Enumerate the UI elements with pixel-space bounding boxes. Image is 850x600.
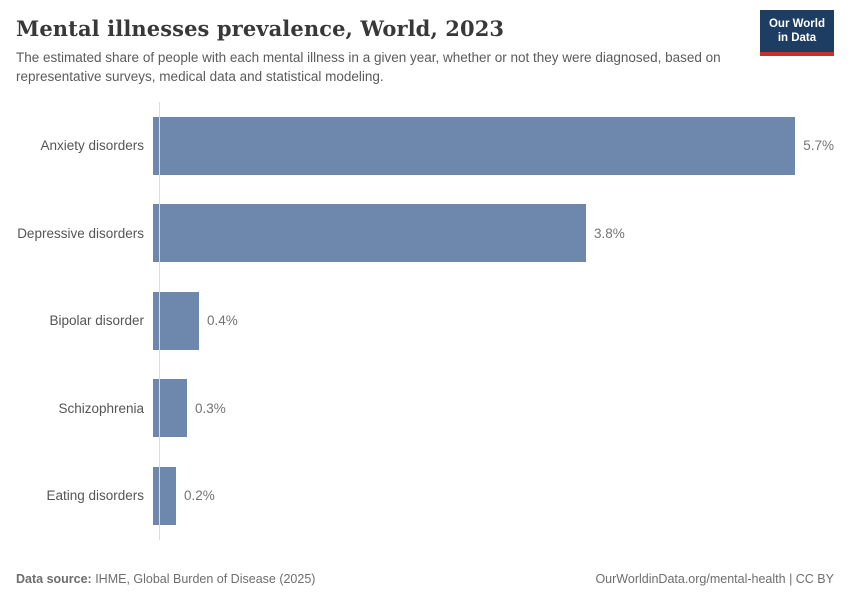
data-source-text: IHME, Global Burden of Disease (2025) — [91, 572, 316, 586]
chart-row: Eating disorders 0.2% — [16, 452, 834, 540]
bar[interactable] — [153, 291, 199, 350]
bar[interactable] — [153, 379, 187, 438]
chart-row: Schizophrenia 0.3% — [16, 365, 834, 453]
bar[interactable] — [153, 204, 586, 263]
chart-row: Anxiety disorders 5.7% — [16, 102, 834, 190]
chart-header: Mental illnesses prevalence, World, 2023… — [16, 0, 834, 87]
data-source-label: Data source: — [16, 572, 92, 586]
category-label: Bipolar disorder — [49, 313, 144, 329]
value-label: 3.8% — [594, 225, 625, 241]
chart-footer: Data source: IHME, Global Burden of Dise… — [16, 572, 834, 586]
category-label: Eating disorders — [46, 488, 144, 504]
chart-row: Bipolar disorder 0.4% — [16, 277, 834, 365]
header-text: Mental illnesses prevalence, World, 2023… — [16, 10, 728, 87]
value-label: 0.3% — [195, 400, 226, 416]
category-label: Anxiety disorders — [40, 138, 144, 154]
chart-subtitle: The estimated share of people with each … — [16, 50, 721, 84]
category-label: Schizophrenia — [58, 400, 144, 416]
owid-link[interactable]: OurWorldinData.org/mental-health | CC BY — [595, 572, 834, 586]
owid-logo: Our World in Data — [759, 10, 834, 56]
chart-rows: Anxiety disorders 5.7% Depressive disord… — [16, 102, 834, 540]
bar-chart: Anxiety disorders 5.7% Depressive disord… — [16, 101, 834, 540]
value-label: 5.7% — [803, 138, 834, 154]
bar[interactable] — [153, 116, 796, 175]
value-label: 0.2% — [184, 488, 215, 504]
chart-title: Mental illnesses prevalence, World, 2023 — [16, 16, 505, 41]
y-axis-line — [159, 101, 160, 540]
data-source-note: Data source: IHME, Global Burden of Dise… — [16, 572, 315, 586]
owid-logo-line1: Our World — [768, 18, 825, 30]
bar[interactable] — [153, 466, 176, 525]
category-label: Depressive disorders — [17, 225, 144, 241]
value-label: 0.4% — [207, 313, 238, 329]
owid-logo-line2: in Data — [777, 32, 817, 45]
chart-row: Depressive disorders 3.8% — [16, 189, 834, 277]
